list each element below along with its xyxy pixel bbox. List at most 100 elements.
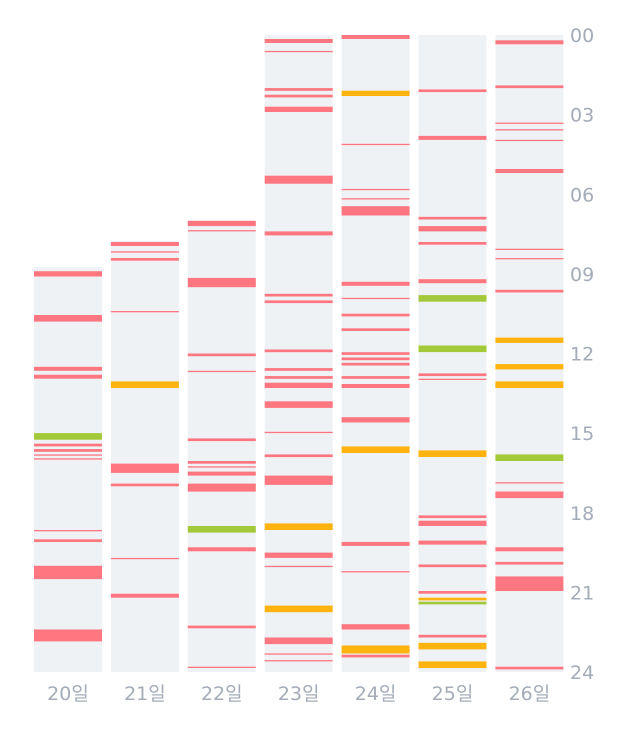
event-bar [495,40,564,45]
event-bar [264,106,333,112]
event-bar [495,129,564,131]
event-bar [341,541,410,546]
event-bar [341,624,410,630]
event-bar [341,384,410,388]
day-columns: 20일 21일 22일 23일 24일 25일 26일 [34,35,564,705]
event-bar [264,368,333,371]
event-bar [264,88,333,91]
day-label: 24일 [355,683,397,705]
event-bar [418,373,487,377]
event-bar [34,454,102,456]
event-bar [187,230,256,232]
event-bar [418,226,487,232]
column-background [187,220,256,673]
event-bar [110,557,179,560]
event-bar [110,593,179,598]
event-bar [341,35,410,39]
event-bar [110,463,179,473]
event-bar [34,315,102,322]
event-bar [341,362,410,366]
hour-tick-label: 00 [570,25,594,47]
event-bar [495,454,564,461]
event-bar [264,431,333,434]
event-bar [418,216,487,220]
event-bar [341,206,410,216]
event-bar [34,449,102,452]
event-bar [341,376,410,379]
event-bar [187,461,256,464]
event-bar [264,653,333,655]
event-bar [418,135,487,140]
hour-axis: 00 03 06 09 12 15 18 21 24 [570,25,594,684]
event-bar [264,300,333,304]
hour-tick-label: 12 [570,344,594,366]
event-bar [341,417,410,423]
event-bar [264,293,333,297]
event-bar [187,625,256,629]
day-column: 21일 [110,240,179,705]
event-bar [187,666,256,668]
event-bar [418,242,487,245]
event-bar [187,483,256,492]
day-column: 24일 [341,35,410,705]
event-bar [341,645,410,654]
day-column: 26일 [495,35,564,705]
event-bar [418,642,487,650]
column-background [418,35,487,672]
event-bar [418,89,487,93]
day-label: 26일 [509,683,551,705]
hour-tick-label: 09 [570,264,594,286]
event-bar [34,443,102,447]
event-bar [495,561,564,565]
event-bar [341,571,410,573]
column-background [264,35,333,672]
event-bar [264,94,333,98]
event-bar [110,483,179,487]
event-bar [495,248,564,250]
event-bar [418,634,487,638]
event-bar [34,565,102,580]
event-bar [341,328,410,331]
day-column: 20일 [34,267,102,705]
hour-tick-label: 24 [570,662,594,684]
event-bar [110,242,179,246]
day-column: 22일 [187,220,256,705]
event-bar [418,450,487,457]
event-bar [341,143,410,146]
event-bar [110,251,179,253]
event-bar [495,258,564,260]
event-bar [264,376,333,379]
event-bar [34,271,102,277]
event-bar [418,661,487,668]
event-bar [495,337,564,343]
day-label: 22일 [201,683,243,705]
hour-tick-label: 06 [570,184,594,206]
event-bar [264,660,333,662]
event-bar [418,591,487,594]
event-bar [34,458,102,460]
event-bar [187,220,256,227]
event-bar [110,311,179,313]
event-bar [264,454,333,458]
event-bar [418,564,487,568]
event-bar [495,85,564,89]
event-bar [34,366,102,371]
event-bar [418,515,487,519]
hour-tick-label: 15 [570,423,594,445]
hour-tick-label: 18 [570,503,594,525]
event-bar [341,352,410,355]
event-bar [341,446,410,453]
event-bar [187,438,256,442]
hour-tick-label: 03 [570,105,594,127]
event-bar [341,654,410,658]
event-bar [341,281,410,286]
event-bar [187,466,256,468]
event-bar [264,382,333,388]
event-bar [495,139,564,142]
event-bar [264,565,333,568]
event-bar [264,605,333,613]
event-bar [418,345,487,353]
event-bar [110,258,179,261]
event-bar [34,374,102,379]
